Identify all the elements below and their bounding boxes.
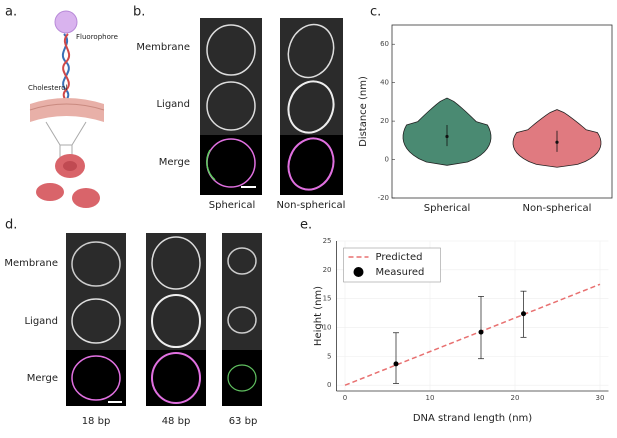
predicted-line — [344, 283, 601, 386]
illustration — [29, 10, 105, 208]
measured-point — [393, 361, 399, 367]
x-tick-label: 20 — [511, 394, 520, 402]
y-tick-label: 60 — [380, 40, 389, 48]
panel-label: e. — [300, 218, 312, 233]
y-axis-label: Height (nm) — [313, 286, 324, 346]
panel-label: a. — [5, 5, 17, 20]
measured-point — [521, 311, 526, 317]
mean-point — [555, 140, 559, 144]
x-axis-label: DNA strand length (nm) — [413, 413, 532, 424]
y-tick-label: 10 — [323, 324, 332, 332]
row-label: Ligand — [24, 316, 58, 327]
plot-frame — [391, 24, 613, 199]
micrograph-grid — [200, 18, 343, 195]
panel-label: c. — [370, 5, 381, 20]
y-tick-label: 40 — [380, 79, 389, 87]
y-tick-label: 20 — [380, 117, 389, 125]
y-tick-label: 0 — [327, 381, 331, 389]
column-label: 48 bp — [162, 416, 191, 427]
y-tick-label: 20 — [323, 266, 332, 274]
y-tick-label: 0 — [385, 156, 389, 164]
annotation: Cholesterol — [28, 84, 68, 92]
y-tick-label: 25 — [323, 237, 332, 245]
y-tick-label: 15 — [323, 295, 332, 303]
x-tick-label: Spherical — [424, 203, 470, 214]
annotation: Fluorophore — [76, 33, 118, 41]
legend-label: Measured — [376, 267, 425, 278]
row-label: Merge — [27, 373, 58, 384]
column-label: 63 bp — [229, 416, 258, 427]
row-label: Membrane — [4, 258, 58, 269]
row-label: Merge — [159, 157, 190, 168]
y-axis-label: Distance (nm) — [358, 76, 369, 147]
panel-label: d. — [5, 218, 17, 233]
measured-point — [478, 329, 484, 335]
x-tick-label: 0 — [343, 394, 347, 402]
mean-point — [445, 134, 449, 139]
y-tick-label: 5 — [327, 352, 331, 360]
legend-label: Predicted — [376, 252, 423, 263]
panel-label: b. — [133, 5, 145, 20]
x-tick-label: Non-spherical — [523, 203, 592, 214]
x-tick-label: 10 — [426, 394, 435, 402]
row-label: Ligand — [156, 99, 190, 110]
row-label: Membrane — [136, 42, 190, 53]
column-label: 18 bp — [82, 416, 111, 427]
column-label: Spherical — [209, 200, 255, 211]
y-tick-label: -20 — [378, 194, 389, 202]
x-tick-label: 30 — [596, 394, 605, 402]
micrograph-grid — [66, 233, 262, 406]
column-label: Non-spherical — [277, 200, 346, 211]
legend-swatch — [353, 267, 364, 277]
